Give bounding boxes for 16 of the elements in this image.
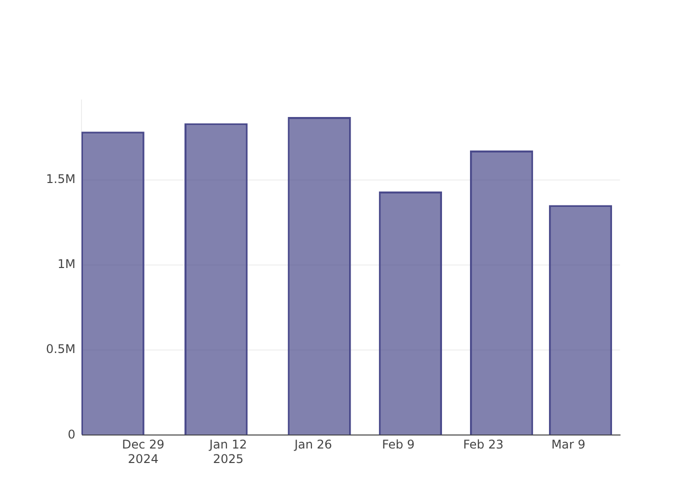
x-tick-label: Feb 23: [463, 438, 504, 452]
y-tick-label: 1M: [57, 257, 76, 272]
bar: [81, 132, 144, 435]
bar: [184, 123, 248, 435]
bar: [470, 150, 534, 435]
y-tick-label: 0.5M: [46, 342, 76, 356]
x-tick-label: Feb 9: [382, 438, 415, 452]
y-tick-label: 1.5M: [46, 172, 76, 186]
bar: [548, 205, 612, 435]
y-tick-label: 0: [68, 427, 76, 442]
x-tick-label: Jan 26: [293, 438, 332, 452]
x-tick-label: Mar 9: [551, 438, 586, 452]
x-tick-label: Dec 29 2024: [122, 438, 164, 466]
bar: [378, 192, 442, 435]
x-tick-label: Jan 12 2025: [208, 438, 248, 466]
bar: [288, 117, 351, 435]
